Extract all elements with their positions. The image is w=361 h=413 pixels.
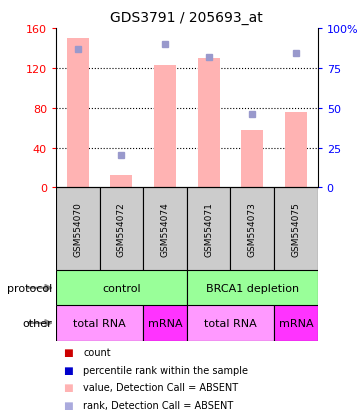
Bar xyxy=(198,59,219,188)
Bar xyxy=(285,112,307,188)
Bar xyxy=(100,188,143,271)
Bar xyxy=(242,130,263,188)
Bar xyxy=(143,188,187,271)
Bar xyxy=(110,176,132,188)
Text: mRNA: mRNA xyxy=(148,318,182,328)
Text: rank, Detection Call = ABSENT: rank, Detection Call = ABSENT xyxy=(83,400,233,410)
Title: GDS3791 / 205693_at: GDS3791 / 205693_at xyxy=(110,11,263,25)
Text: protocol: protocol xyxy=(7,283,52,293)
Bar xyxy=(56,306,143,341)
Text: ■: ■ xyxy=(63,382,73,392)
Bar xyxy=(274,188,318,271)
Bar xyxy=(67,39,89,188)
Text: BRCA1 depletion: BRCA1 depletion xyxy=(206,283,299,293)
Text: GSM554070: GSM554070 xyxy=(73,202,82,256)
Text: GSM554072: GSM554072 xyxy=(117,202,126,256)
Text: ■: ■ xyxy=(63,400,73,410)
Text: ■: ■ xyxy=(63,365,73,375)
Text: GSM554071: GSM554071 xyxy=(204,202,213,256)
Bar xyxy=(154,66,176,188)
Text: total RNA: total RNA xyxy=(204,318,257,328)
Bar xyxy=(56,188,100,271)
Text: total RNA: total RNA xyxy=(73,318,126,328)
Bar xyxy=(187,188,230,271)
Bar xyxy=(230,188,274,271)
Bar xyxy=(187,306,274,341)
Text: percentile rank within the sample: percentile rank within the sample xyxy=(83,365,248,375)
Text: GSM554073: GSM554073 xyxy=(248,202,257,256)
Text: GSM554075: GSM554075 xyxy=(291,202,300,256)
Bar xyxy=(143,306,187,341)
Bar xyxy=(56,271,187,306)
Text: other: other xyxy=(23,318,52,328)
Bar xyxy=(274,306,318,341)
Text: control: control xyxy=(102,283,141,293)
Text: count: count xyxy=(83,347,111,357)
Text: value, Detection Call = ABSENT: value, Detection Call = ABSENT xyxy=(83,382,238,392)
Bar xyxy=(187,271,318,306)
Text: GSM554074: GSM554074 xyxy=(161,202,170,256)
Text: mRNA: mRNA xyxy=(279,318,313,328)
Text: ■: ■ xyxy=(63,347,73,357)
